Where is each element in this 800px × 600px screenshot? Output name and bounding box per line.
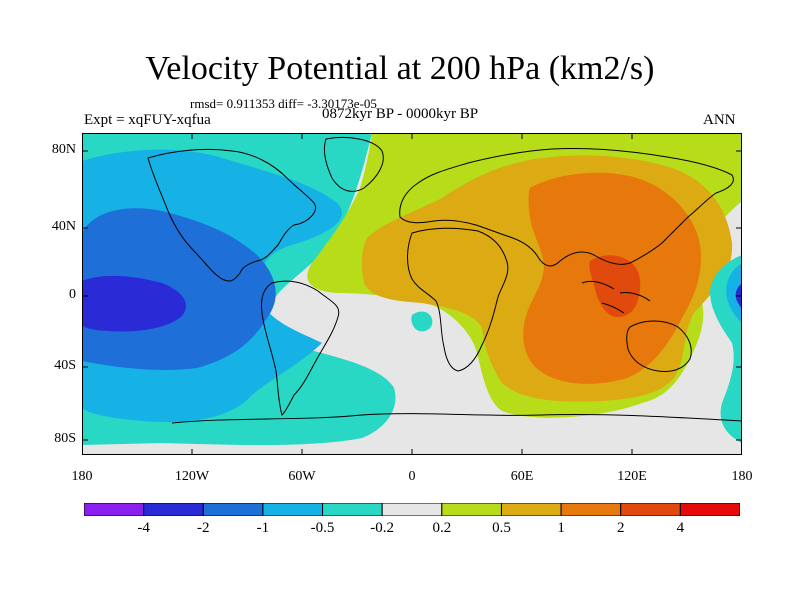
coastline-greenland [323, 137, 384, 192]
velocity-potential-map [82, 133, 742, 455]
contour-darkblue-west [82, 275, 186, 332]
colorbar-level-label: 0.5 [492, 520, 511, 536]
colorbar-swatch [560, 503, 622, 516]
season-label: ANN [703, 112, 736, 128]
colorbar-level-label: 2 [616, 520, 625, 536]
contour-redorange [589, 255, 641, 317]
coastline-indonesia [581, 280, 651, 314]
colorbar-level-label: 0.2 [432, 520, 452, 536]
contour-cyan-island [411, 311, 433, 332]
x-tick-label-0: 0 [408, 469, 416, 484]
coastline-australia [626, 320, 692, 372]
colorbar-level-label: 4 [676, 520, 685, 536]
colorbar [84, 503, 740, 516]
coastline-south-america [261, 280, 340, 416]
colorbar-swatch [143, 503, 204, 516]
colorbar-swatch [441, 503, 502, 516]
coastline-africa [407, 227, 509, 372]
y-tick-label-0: 0 [69, 287, 76, 302]
colorbar-swatch [262, 503, 324, 516]
y-tick-label-80s: 80S [54, 431, 76, 446]
colorbar-level-label: 1 [557, 520, 565, 536]
y-tick-label-80n: 80N [51, 142, 76, 157]
colorbar-level-label: -1 [256, 520, 270, 536]
colorbar-swatch [381, 503, 443, 516]
x-tick-label-180e: 180 [731, 469, 753, 484]
coastline-antarctica [171, 413, 742, 424]
colorbar-swatch [322, 503, 383, 516]
colorbar-level-label: -2 [197, 520, 210, 536]
colorbar-swatch [500, 503, 562, 516]
x-tick-label-180w: 180 [71, 469, 93, 484]
y-tick-label-40s: 40S [54, 358, 76, 373]
stats-text: rmsd= 0.911353 diff= -3.30173e-05 [190, 96, 377, 111]
plot-title: Velocity Potential at 200 hPa (km2/s) [145, 50, 655, 87]
colorbar-level-label: -4 [137, 520, 150, 536]
x-tick-label-120w: 120W [174, 469, 210, 484]
colorbar-swatch [679, 503, 740, 516]
colorbar-level-label: -0.5 [310, 520, 335, 536]
colorbar-swatch [620, 503, 681, 516]
x-tick-label-60e: 60E [510, 469, 534, 484]
coastline-europe-asia [399, 147, 734, 267]
experiment-label: Expt = xqFUY-xqfua [84, 112, 211, 128]
contour-lightblue-east [726, 263, 742, 323]
x-tick-label-120e: 120E [617, 469, 647, 484]
colorbar-swatch [84, 503, 145, 516]
y-tick-label-40n: 40N [51, 219, 76, 234]
period-label: 0872kyr BP - 0000kyr BP [322, 106, 479, 122]
map-ticks [82, 133, 742, 455]
coastline-north-america [147, 148, 316, 282]
x-tick-label-60w: 60W [288, 469, 316, 484]
colorbar-swatch [202, 503, 264, 516]
colorbar-level-label: -0.2 [370, 520, 395, 536]
